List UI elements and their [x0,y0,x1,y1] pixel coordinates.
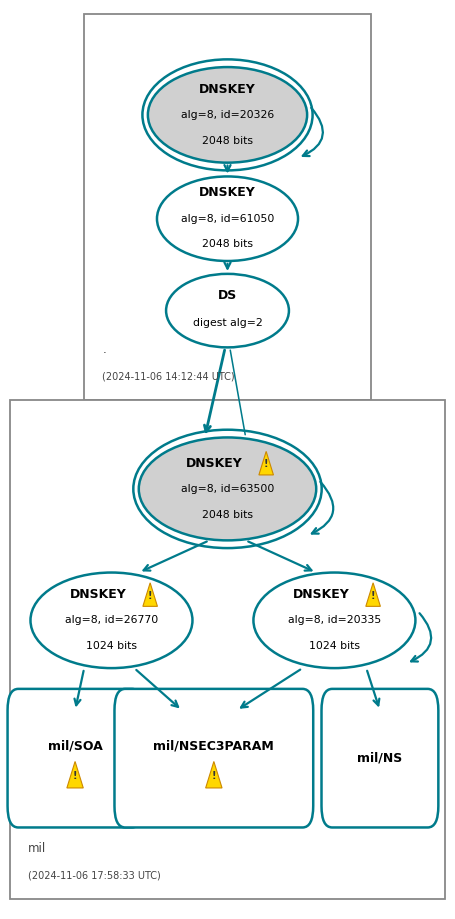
Text: 2048 bits: 2048 bits [202,136,253,145]
FancyArrowPatch shape [303,108,323,156]
Text: !: ! [148,591,152,601]
Text: alg=8, id=26770: alg=8, id=26770 [65,616,158,625]
FancyArrowPatch shape [411,613,431,662]
Text: !: ! [264,460,268,470]
Text: 1024 bits: 1024 bits [309,641,360,651]
Text: mil/SOA: mil/SOA [48,740,102,753]
Polygon shape [259,451,273,475]
Polygon shape [206,762,222,788]
Polygon shape [366,583,380,607]
Text: digest alg=2: digest alg=2 [192,319,263,328]
Text: 2048 bits: 2048 bits [202,510,253,519]
Text: alg=8, id=20326: alg=8, id=20326 [181,110,274,119]
FancyBboxPatch shape [322,689,438,827]
Ellipse shape [30,573,192,668]
Ellipse shape [253,573,415,668]
Text: alg=8, id=61050: alg=8, id=61050 [181,214,274,223]
Ellipse shape [139,437,316,540]
Text: mil/NSEC3PARAM: mil/NSEC3PARAM [153,740,274,753]
FancyBboxPatch shape [84,14,371,400]
Text: DNSKEY: DNSKEY [186,457,242,470]
Ellipse shape [166,274,289,347]
Text: (2024-11-06 14:12:44 UTC): (2024-11-06 14:12:44 UTC) [102,372,235,381]
FancyBboxPatch shape [10,400,445,899]
Polygon shape [67,762,83,788]
Text: DNSKEY: DNSKEY [70,588,126,601]
Ellipse shape [157,176,298,261]
FancyBboxPatch shape [8,689,142,827]
Text: (2024-11-06 17:58:33 UTC): (2024-11-06 17:58:33 UTC) [28,871,161,880]
Text: .: . [102,343,106,356]
Text: DNSKEY: DNSKEY [199,187,256,199]
Text: !: ! [73,771,77,781]
Text: !: ! [371,591,375,601]
Ellipse shape [148,67,307,163]
Text: alg=8, id=63500: alg=8, id=63500 [181,484,274,494]
Polygon shape [143,583,157,607]
Text: alg=8, id=20335: alg=8, id=20335 [288,616,381,625]
Text: 2048 bits: 2048 bits [202,240,253,249]
Text: mil/NS: mil/NS [357,752,403,765]
FancyArrowPatch shape [312,482,333,534]
Text: mil: mil [28,842,46,855]
Text: 1024 bits: 1024 bits [86,641,137,651]
FancyBboxPatch shape [115,689,313,827]
Text: DS: DS [218,289,237,301]
Text: DNSKEY: DNSKEY [293,588,349,601]
Text: DNSKEY: DNSKEY [199,83,256,96]
Text: !: ! [212,771,216,781]
